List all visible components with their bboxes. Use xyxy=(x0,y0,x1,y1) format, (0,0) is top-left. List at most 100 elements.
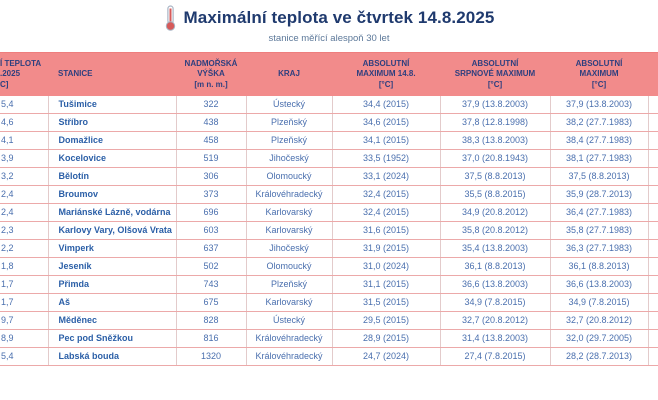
station-cell: Mariánské Lázně, vodárna xyxy=(48,203,177,222)
region-cell: Jihočeský xyxy=(246,149,333,168)
abs-max-cell: 38,4 (27.7.1983) xyxy=(550,131,649,150)
abs-max-14-8-cell: 31,6 (2015) xyxy=(332,221,441,240)
column-header-abs-aug-max: ABSOLUTNÍ SRPNOVÉ MAXIMUM [°C] xyxy=(440,52,550,96)
table-row: 1,7 Aš 675 Karlovarský 31,5 (2015) 34,9 (7.8.… xyxy=(0,293,658,312)
table-cell-empty xyxy=(648,203,658,222)
abs-max-cell: 35,9 (28.7.2013) xyxy=(550,185,649,204)
max-temp-cell: 1,7 xyxy=(0,293,49,312)
table-row: 2,4 Broumov 373 Královéhradecký 32,4 (2015) 3… xyxy=(0,185,658,204)
abs-aug-max-cell: 37,0 (20.8.1943) xyxy=(440,149,551,168)
abs-max-cell: 36,1 (8.8.2013) xyxy=(550,257,649,276)
page-title: Maximální teplota ve čtvrtek 14.8.2025 xyxy=(183,8,495,27)
table-cell-empty xyxy=(648,96,658,114)
abs-max-cell: 35,8 (27.7.1983) xyxy=(550,221,649,240)
table-row: 2,4 Mariánské Lázně, vodárna 696 Karlovarsk… xyxy=(0,203,658,222)
station-cell: Aš xyxy=(48,293,177,312)
abs-max-14-8-cell: 34,1 (2015) xyxy=(332,131,441,150)
table-row: 2,3 Karlovy Vary, Olšová Vrata 603 Karlovar… xyxy=(0,221,658,240)
region-cell: Ústecký xyxy=(246,311,333,330)
altitude-cell: 696 xyxy=(176,203,247,222)
altitude-cell: 816 xyxy=(176,329,247,348)
table-cell-empty xyxy=(648,221,658,240)
table-row: 3,2 Bělotín 306 Olomoucký 33,1 (2024) 37,5 (8… xyxy=(0,167,658,186)
abs-max-cell: 37,9 (13.8.2003) xyxy=(550,96,649,114)
column-header-line: STANICE xyxy=(58,69,93,79)
abs-aug-max-cell: 36,6 (13.8.2003) xyxy=(440,275,551,294)
table-cell-empty xyxy=(648,329,658,348)
table-row: 4,6 Stříbro 438 Plzeňský 34,6 (2015) 37,8 (12… xyxy=(0,113,658,132)
altitude-cell: 675 xyxy=(176,293,247,312)
station-cell: Karlovy Vary, Olšová Vrata xyxy=(48,221,177,240)
table-row: 5,4 Tušimice 322 Ústecký 34,4 (2015) 37,9 (13… xyxy=(0,96,658,114)
max-temp-cell: 1,7 xyxy=(0,275,49,294)
altitude-cell: 828 xyxy=(176,311,247,330)
abs-max-cell: 37,5 (8.8.2013) xyxy=(550,167,649,186)
abs-aug-max-cell: 38,3 (13.8.2003) xyxy=(440,131,551,150)
region-cell: Karlovarský xyxy=(246,293,333,312)
altitude-cell: 519 xyxy=(176,149,247,168)
max-temp-cell: 2,3 xyxy=(0,221,49,240)
station-cell: Broumov xyxy=(48,185,177,204)
station-cell: Kocelovice xyxy=(48,149,177,168)
max-temp-cell: 3,2 xyxy=(0,167,49,186)
abs-aug-max-cell: 35,4 (13.8.2003) xyxy=(440,239,551,258)
table-cell-empty xyxy=(648,275,658,294)
table-cell-empty xyxy=(648,311,658,330)
station-cell: Přimda xyxy=(48,275,177,294)
column-header-line: .2025 xyxy=(0,69,21,79)
column-header-abs-max-14-8: ABSOLUTNÍ MAXIMUM 14.8. [°C] xyxy=(332,52,440,96)
table-cell-empty xyxy=(648,131,658,150)
abs-max-cell: 28,2 (28.7.2013) xyxy=(550,347,649,366)
abs-max-14-8-cell: 28,9 (2015) xyxy=(332,329,441,348)
column-header-line: [m n. m.] xyxy=(194,79,228,89)
abs-aug-max-cell: 35,8 (20.8.2012) xyxy=(440,221,551,240)
abs-aug-max-cell: 34,9 (7.8.2015) xyxy=(440,293,551,312)
abs-max-14-8-cell: 24,7 (2024) xyxy=(332,347,441,366)
abs-max-cell: 36,4 (27.7.1983) xyxy=(550,203,649,222)
abs-aug-max-cell: 35,5 (8.8.2015) xyxy=(440,185,551,204)
abs-max-14-8-cell: 29,5 (2015) xyxy=(332,311,441,330)
station-cell: Měděnec xyxy=(48,311,177,330)
column-header-clipped-right xyxy=(648,52,658,96)
abs-max-14-8-cell: 31,1 (2015) xyxy=(332,275,441,294)
thermometer-icon xyxy=(164,5,177,31)
table-cell-empty xyxy=(648,185,658,204)
column-header-line: ABSOLUTNÍ xyxy=(575,58,623,68)
station-cell: Vimperk xyxy=(48,239,177,258)
station-cell: Jeseník xyxy=(48,257,177,276)
region-cell: Plzeňský xyxy=(246,113,333,132)
table-cell-empty xyxy=(648,239,658,258)
abs-aug-max-cell: 32,7 (20.8.2012) xyxy=(440,311,551,330)
column-header-line: VÝŠKA xyxy=(197,69,225,79)
title-bar: Maximální teplota ve čtvrtek 14.8.2025 xyxy=(0,0,658,31)
region-cell: Karlovarský xyxy=(246,203,333,222)
region-cell: Karlovarský xyxy=(246,221,333,240)
abs-aug-max-cell: 36,1 (8.8.2013) xyxy=(440,257,551,276)
region-cell: Plzeňský xyxy=(246,275,333,294)
altitude-cell: 322 xyxy=(176,96,247,114)
table-cell-empty xyxy=(648,257,658,276)
table-row: 8,9 Pec pod Sněžkou 816 Královéhradecký 28,9… xyxy=(0,329,658,348)
abs-max-14-8-cell: 33,5 (1952) xyxy=(332,149,441,168)
max-temp-cell: 2,4 xyxy=(0,203,49,222)
abs-max-14-8-cell: 31,5 (2015) xyxy=(332,293,441,312)
abs-max-14-8-cell: 34,4 (2015) xyxy=(332,96,441,114)
table-cell-empty xyxy=(648,347,658,366)
column-header-altitude: NADMOŘSKÁ VÝŠKA [m n. m.] xyxy=(176,52,246,96)
altitude-cell: 502 xyxy=(176,257,247,276)
column-header-line: ABSOLUTNÍ xyxy=(362,58,410,68)
column-header-line: ABSOLUTNÍ xyxy=(471,58,519,68)
abs-aug-max-cell: 31,4 (13.8.2003) xyxy=(440,329,551,348)
table-row: 1,7 Přimda 743 Plzeňský 31,1 (2015) 36,6 (13.… xyxy=(0,275,658,294)
column-header-line: KRAJ xyxy=(278,69,300,79)
station-cell: Tušimice xyxy=(48,96,177,114)
region-cell: Ústecký xyxy=(246,96,333,114)
region-cell: Královéhradecký xyxy=(246,329,333,348)
abs-max-14-8-cell: 32,4 (2015) xyxy=(332,185,441,204)
page-subtitle: stanice měřící alespoň 30 let xyxy=(268,33,390,44)
column-header-line: Í TEPLOTA xyxy=(0,58,42,68)
abs-aug-max-cell: 37,9 (13.8.2003) xyxy=(440,96,551,114)
abs-aug-max-cell: 34,9 (20.8.2012) xyxy=(440,203,551,222)
altitude-cell: 743 xyxy=(176,275,247,294)
max-temp-cell: 4,1 xyxy=(0,131,49,150)
